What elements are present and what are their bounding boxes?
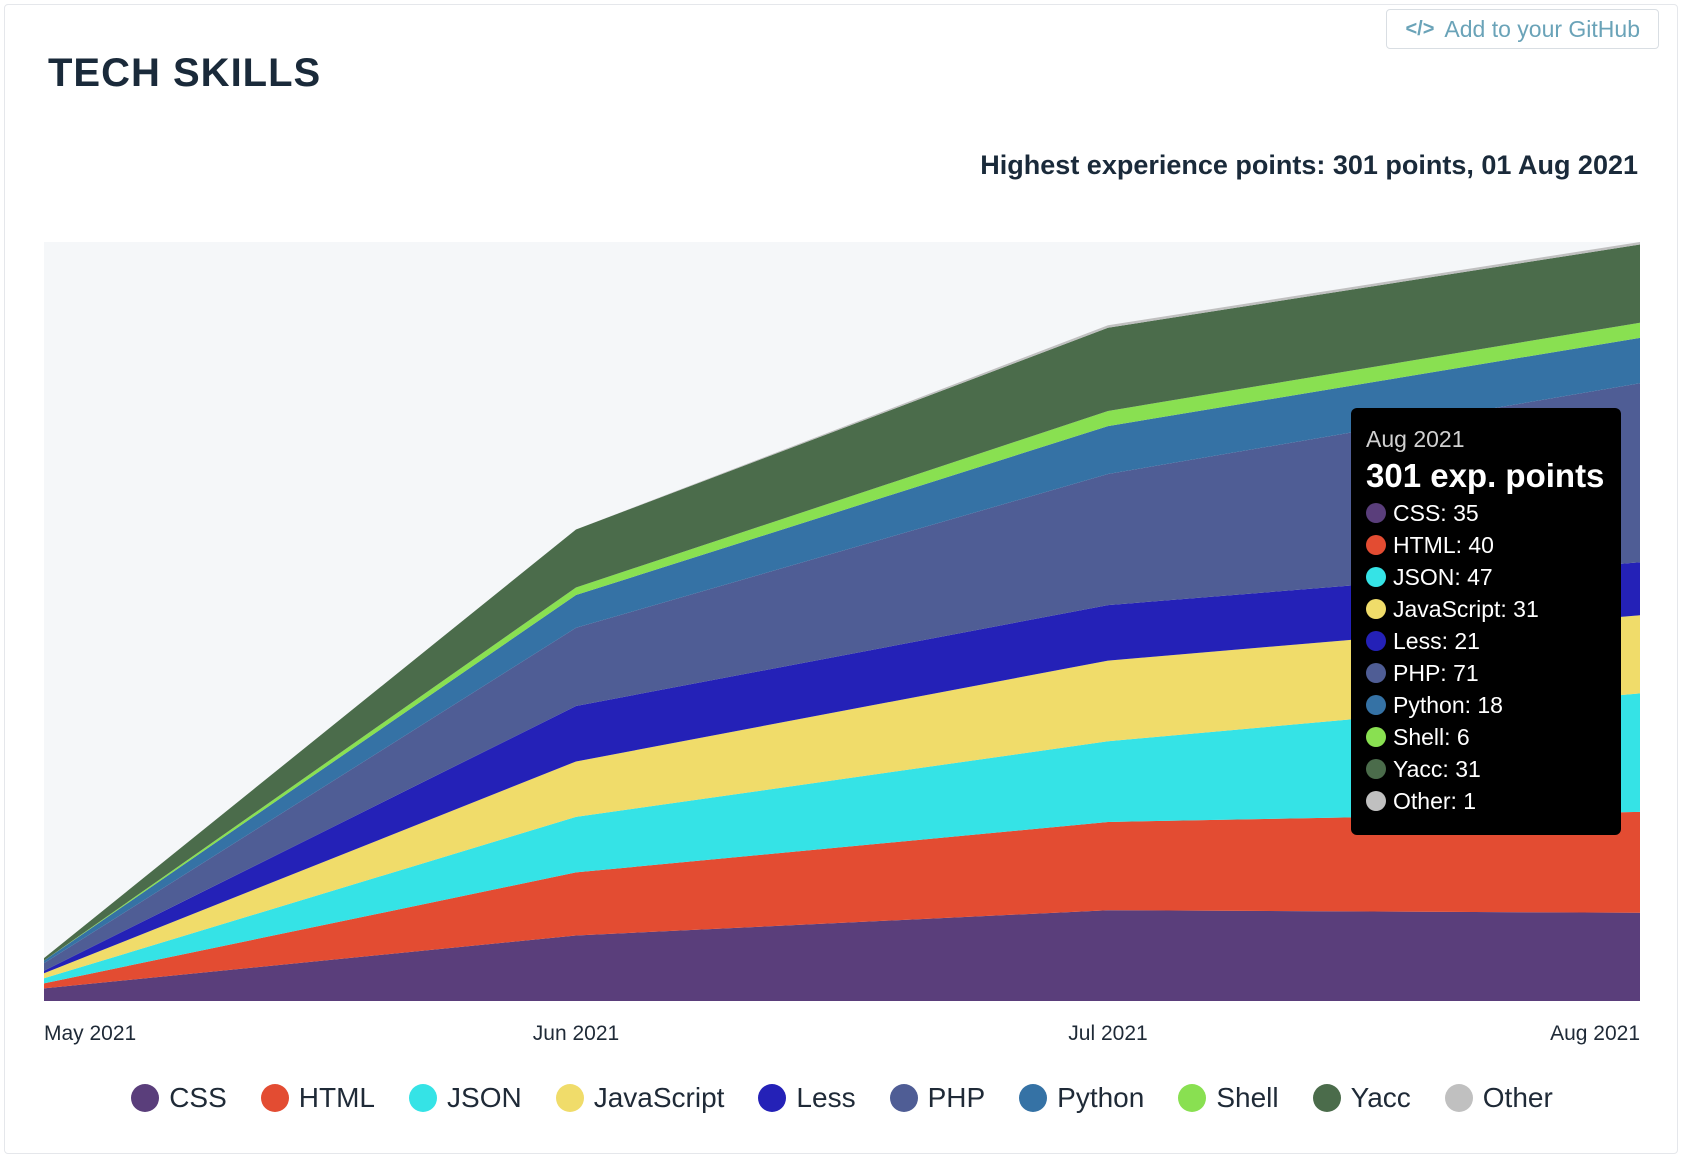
legend-swatch <box>555 1084 584 1112</box>
tooltip-row-label: CSS: 35 <box>1393 499 1479 526</box>
tooltip-row: PHP: 71 <box>1366 657 1606 689</box>
legend-label: Shell <box>1216 1082 1279 1113</box>
tooltip-dot <box>1366 663 1386 683</box>
legend-label: Other <box>1482 1082 1553 1113</box>
legend-swatch <box>131 1084 160 1112</box>
tooltip-dot <box>1366 599 1386 619</box>
legend-item-json[interactable]: JSON <box>409 1082 522 1114</box>
legend-swatch <box>1019 1084 1048 1112</box>
tooltip-row: CSS: 35 <box>1366 497 1606 529</box>
legend-label: Less <box>796 1082 856 1113</box>
tooltip-row: Python: 18 <box>1366 689 1606 721</box>
tooltip-dot <box>1366 567 1386 587</box>
legend-label: Python <box>1057 1082 1145 1113</box>
chart-legend: CSS HTML JSON JavaScript Less PHP Python Shell Y… <box>0 1082 1684 1114</box>
chart-subtitle: Highest experience points: 301 points, 0… <box>980 150 1638 180</box>
legend-label: HTML <box>298 1082 376 1113</box>
legend-item-yacc[interactable]: Yacc <box>1312 1082 1411 1114</box>
x-tick-label: May 2021 <box>44 1022 136 1045</box>
legend-label: JSON <box>447 1082 522 1113</box>
legend-label: CSS <box>169 1082 227 1113</box>
area-css[interactable] <box>44 910 1640 1001</box>
legend-item-other[interactable]: Other <box>1444 1082 1553 1114</box>
legend-label: PHP <box>927 1082 986 1113</box>
tooltip-row-label: Less: 21 <box>1393 627 1480 654</box>
code-icon: </> <box>1405 17 1435 40</box>
area-python[interactable] <box>44 337 1640 964</box>
legend-item-php[interactable]: PHP <box>889 1082 986 1114</box>
legend-swatch <box>409 1084 438 1112</box>
tooltip-row-label: Yacc: 31 <box>1393 755 1481 782</box>
x-tick-label: Jun 2021 <box>533 1022 619 1045</box>
tooltip-dot <box>1366 535 1386 555</box>
tooltip-row-label: JavaScript: 31 <box>1393 595 1539 622</box>
legend-swatch <box>1312 1084 1341 1112</box>
legend-item-css[interactable]: CSS <box>131 1082 227 1114</box>
legend-swatch <box>889 1084 918 1112</box>
legend-item-javascript[interactable]: JavaScript <box>555 1082 725 1114</box>
tooltip-date: Aug 2021 <box>1366 426 1465 452</box>
area-html[interactable] <box>44 811 1640 989</box>
legend-swatch <box>1444 1084 1473 1112</box>
area-javascript[interactable] <box>44 615 1640 979</box>
add-to-github-label: Add to your GitHub <box>1444 15 1640 42</box>
legend-item-shell[interactable]: Shell <box>1178 1082 1279 1114</box>
chart-tooltip: Aug 2021 301 exp. points CSS: 35 HTML: 40… <box>1351 408 1621 835</box>
x-tick-label: Aug 2021 <box>1550 1022 1640 1045</box>
tooltip-rows: CSS: 35 HTML: 40 JSON: 47 JavaScript: 31 Les… <box>1366 497 1606 817</box>
tooltip-row: Shell: 6 <box>1366 721 1606 753</box>
legend-swatch <box>260 1084 289 1112</box>
tooltip-row: JSON: 47 <box>1366 561 1606 593</box>
tooltip-row-label: HTML: 40 <box>1393 531 1494 558</box>
tooltip-row: Less: 21 <box>1366 625 1606 657</box>
area-php[interactable] <box>44 383 1640 971</box>
tooltip-row-label: Python: 18 <box>1393 691 1503 718</box>
legend-label: JavaScript <box>593 1082 725 1113</box>
page-title: TECH SKILLS <box>48 51 322 95</box>
tooltip-row-label: JSON: 47 <box>1393 563 1493 590</box>
tooltip-row-label: PHP: 71 <box>1393 659 1479 686</box>
tooltip-dot <box>1366 503 1386 523</box>
legend-item-less[interactable]: Less <box>758 1082 856 1114</box>
legend-item-html[interactable]: HTML <box>260 1082 376 1114</box>
tooltip-row-label: Shell: 6 <box>1393 723 1470 750</box>
tooltip-total: 301 exp. points <box>1366 457 1605 494</box>
legend-swatch <box>1178 1084 1207 1112</box>
legend-item-python[interactable]: Python <box>1019 1082 1144 1114</box>
legend-label: Yacc <box>1350 1082 1411 1113</box>
tooltip-row: Yacc: 31 <box>1366 753 1606 785</box>
tooltip-dot <box>1366 759 1386 779</box>
x-tick-label: Jul 2021 <box>1068 1022 1147 1045</box>
tooltip-dot <box>1366 695 1386 715</box>
tooltip-row: Other: 1 <box>1366 785 1606 817</box>
area-yacc[interactable] <box>44 244 1640 961</box>
area-json[interactable] <box>44 693 1640 984</box>
tooltip-row: JavaScript: 31 <box>1366 593 1606 625</box>
tooltip-row: HTML: 40 <box>1366 529 1606 561</box>
legend-swatch <box>758 1084 787 1112</box>
tooltip-row-label: Other: 1 <box>1393 787 1477 814</box>
tooltip-dot <box>1366 631 1386 651</box>
tooltip-dot <box>1366 727 1386 747</box>
add-to-github-button[interactable]: </> Add to your GitHub <box>1386 9 1659 49</box>
tooltip-dot <box>1366 791 1386 811</box>
